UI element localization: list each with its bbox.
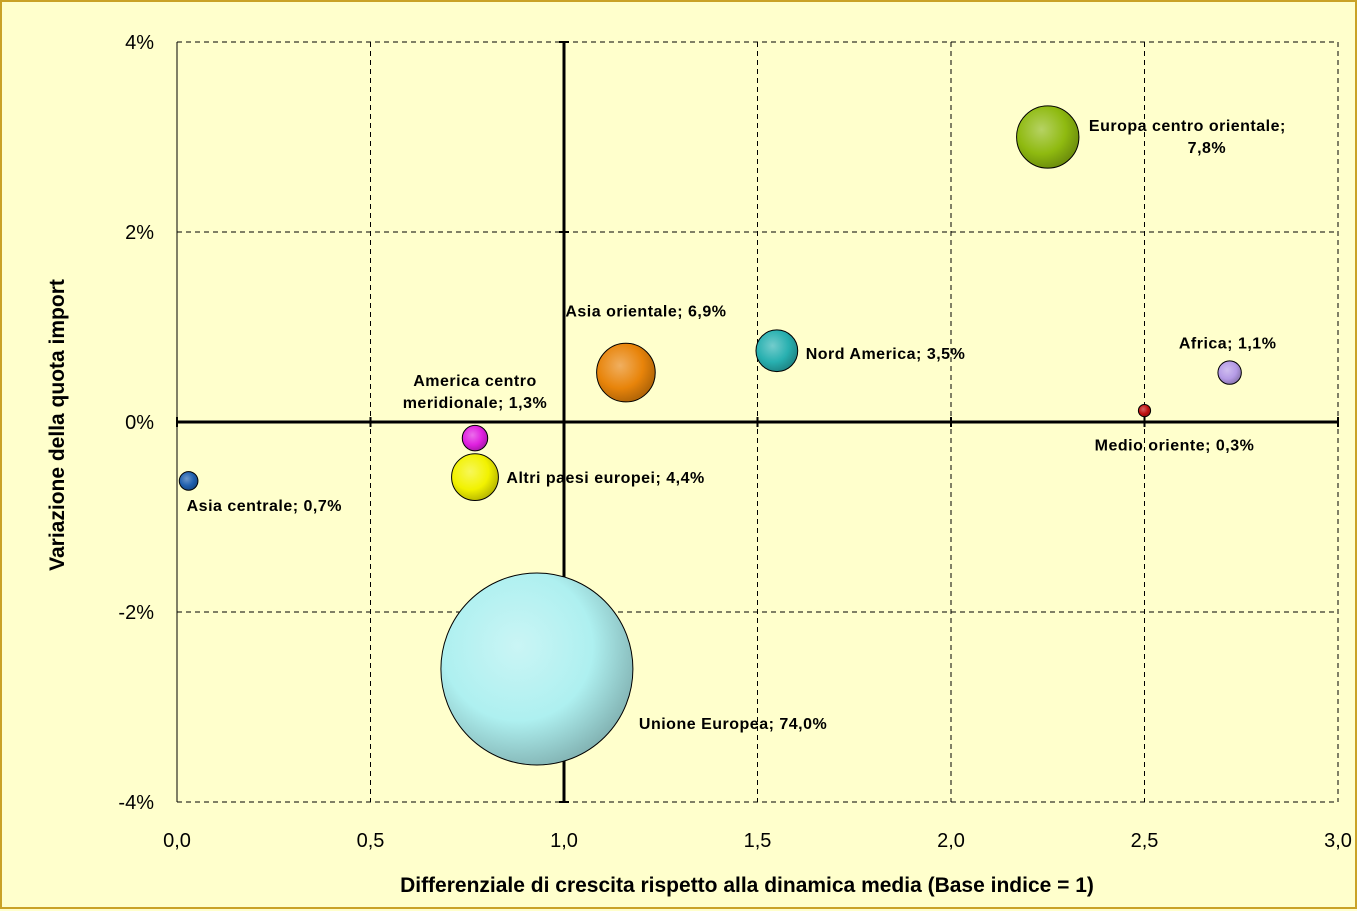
x-tick-label: 0,5	[357, 830, 385, 852]
y-axis-title: Variazione della quota import	[46, 279, 69, 571]
bubble-label-america-centro-meridionale: America centro meridionale; 1,3%	[403, 373, 548, 412]
bubble-label-line: 7,8%	[1188, 140, 1226, 157]
bubble-nord-america	[755, 329, 799, 373]
bubble-asia-centrale	[178, 471, 199, 491]
bubble-label-medio-oriente: Medio oriente; 0,3%	[1095, 438, 1255, 455]
bubble-label-asia-orientale: Asia orientale; 6,9%	[565, 304, 726, 321]
bubble-europa-centro-orientale	[1016, 105, 1080, 169]
x-axis-title: Differenziale di crescita rispetto alla …	[400, 874, 1094, 897]
bubble-label-asia-centrale: Asia centrale; 0,7%	[187, 498, 342, 515]
bubble-label-europa-centro-orientale: Europa centro orientale; 7,8%	[1089, 118, 1286, 157]
bubble-label-line: meridionale; 1,3%	[403, 395, 548, 412]
bubble-label-line: Altri paesi europei; 4,4%	[506, 470, 704, 487]
y-tick-label: -4%	[118, 792, 154, 814]
bubble-label-line: Nord America; 3,5%	[806, 346, 966, 363]
bubble-label-line: Medio oriente; 0,3%	[1095, 438, 1255, 455]
y-tick-label: 2%	[125, 222, 154, 244]
bubble-labels: Asia centrale; 0,7% America centro meridio…	[187, 118, 1286, 733]
x-tick-label: 2,0	[937, 830, 965, 852]
bubble-label-nord-america: Nord America; 3,5%	[806, 346, 966, 363]
bubble-america-centro-meridionale	[461, 424, 489, 452]
x-tick-label: 1,0	[550, 830, 578, 852]
bubble-medio-oriente	[1137, 403, 1152, 418]
bubble-altri-paesi-europei	[451, 453, 499, 502]
bubble-label-line: Asia centrale; 0,7%	[187, 498, 342, 515]
x-tick-label: 2,5	[1131, 830, 1159, 852]
bubble-label-line: Africa; 1,1%	[1179, 336, 1277, 353]
bubble-label-unione-europea: Unione Europea; 74,0%	[639, 716, 827, 733]
bubble-label-altri-paesi-europei: Altri paesi europei; 4,4%	[506, 470, 704, 487]
bubble-asia-orientale	[596, 342, 656, 403]
y-tick-label: -2%	[118, 602, 154, 624]
bubble-label-line: Asia orientale; 6,9%	[565, 304, 726, 321]
bubble-label-line: Europa centro orientale;	[1089, 118, 1286, 135]
x-tick-label: 0,0	[163, 830, 191, 852]
bubble-label-africa: Africa; 1,1%	[1179, 336, 1277, 353]
bubble-africa	[1217, 360, 1242, 385]
bubble-label-line: America centro	[413, 373, 537, 390]
bubbles	[178, 105, 1242, 766]
bubble-label-line: Unione Europea; 74,0%	[639, 716, 827, 733]
x-tick-label: 3,0	[1324, 830, 1352, 852]
y-tick-label: 0%	[125, 412, 154, 434]
y-tick-label: 4%	[125, 32, 154, 54]
bubble-unione-europea	[440, 572, 634, 766]
x-tick-label: 1,5	[744, 830, 772, 852]
